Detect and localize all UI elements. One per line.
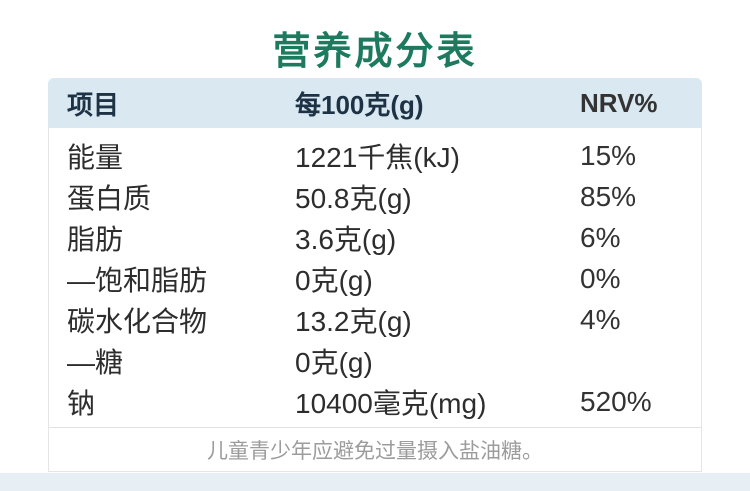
row-per100g: 1221千焦(kJ) bbox=[295, 141, 460, 173]
table-row: —饱和脂肪 0克(g) 0% bbox=[49, 258, 701, 299]
row-per100g: 0克(g) bbox=[295, 264, 373, 296]
row-per100g: 0克(g) bbox=[295, 346, 373, 378]
row-per100g: 3.6克(g) bbox=[295, 223, 397, 255]
table-row: 蛋白质 50.8克(g) 85% bbox=[49, 176, 701, 217]
header-col-nrv: NRV% bbox=[580, 87, 658, 118]
table-header-row: 项目 每100克(g) NRV% bbox=[48, 78, 702, 128]
row-item: 脂肪 bbox=[67, 223, 124, 255]
row-nrv: 85% bbox=[580, 180, 637, 212]
table-body-container: 能量 1221千焦(kJ) 15% 蛋白质 50.8克(g) 85% 脂肪 3.… bbox=[48, 128, 702, 472]
table-row: 能量 1221千焦(kJ) 15% bbox=[49, 135, 701, 176]
table-footer-row: 儿童青少年应避免过量摄入盐油糖。 bbox=[49, 427, 701, 471]
row-item: 蛋白质 bbox=[67, 182, 152, 214]
table-row: 脂肪 3.6克(g) 6% bbox=[49, 217, 701, 258]
row-per100g: 50.8克(g) bbox=[295, 182, 412, 214]
row-item: —饱和脂肪 bbox=[67, 264, 208, 296]
row-item: 碳水化合物 bbox=[67, 305, 208, 337]
nutrition-table: 项目 每100克(g) NRV% 能量 1221千焦(kJ) 15% 蛋白质 5… bbox=[48, 78, 702, 472]
row-item: 能量 bbox=[67, 141, 124, 173]
row-nrv: 6% bbox=[580, 221, 621, 253]
table-row: —糖 0克(g) bbox=[49, 340, 701, 381]
header-col-item: 项目 bbox=[67, 89, 120, 120]
row-nrv: 0% bbox=[580, 262, 621, 294]
table-body: 能量 1221千焦(kJ) 15% 蛋白质 50.8克(g) 85% 脂肪 3.… bbox=[49, 128, 701, 427]
bottom-strip-decoration bbox=[0, 473, 750, 491]
row-nrv: 4% bbox=[580, 303, 621, 335]
page-title: 营养成分表 bbox=[272, 31, 478, 73]
row-nrv: 15% bbox=[580, 139, 637, 171]
row-per100g: 10400毫克(mg) bbox=[295, 387, 487, 419]
table-row: 钠 10400毫克(mg) 520% bbox=[49, 381, 701, 422]
table-row: 碳水化合物 13.2克(g) 4% bbox=[49, 299, 701, 340]
row-per100g: 13.2克(g) bbox=[295, 305, 412, 337]
row-item: 钠 bbox=[67, 387, 96, 419]
header-col-per100g: 每100克(g) bbox=[295, 89, 424, 120]
row-item: —糖 bbox=[67, 346, 124, 378]
footer-note: 儿童青少年应避免过量摄入盐油糖。 bbox=[207, 439, 543, 463]
row-nrv: 520% bbox=[580, 385, 652, 417]
